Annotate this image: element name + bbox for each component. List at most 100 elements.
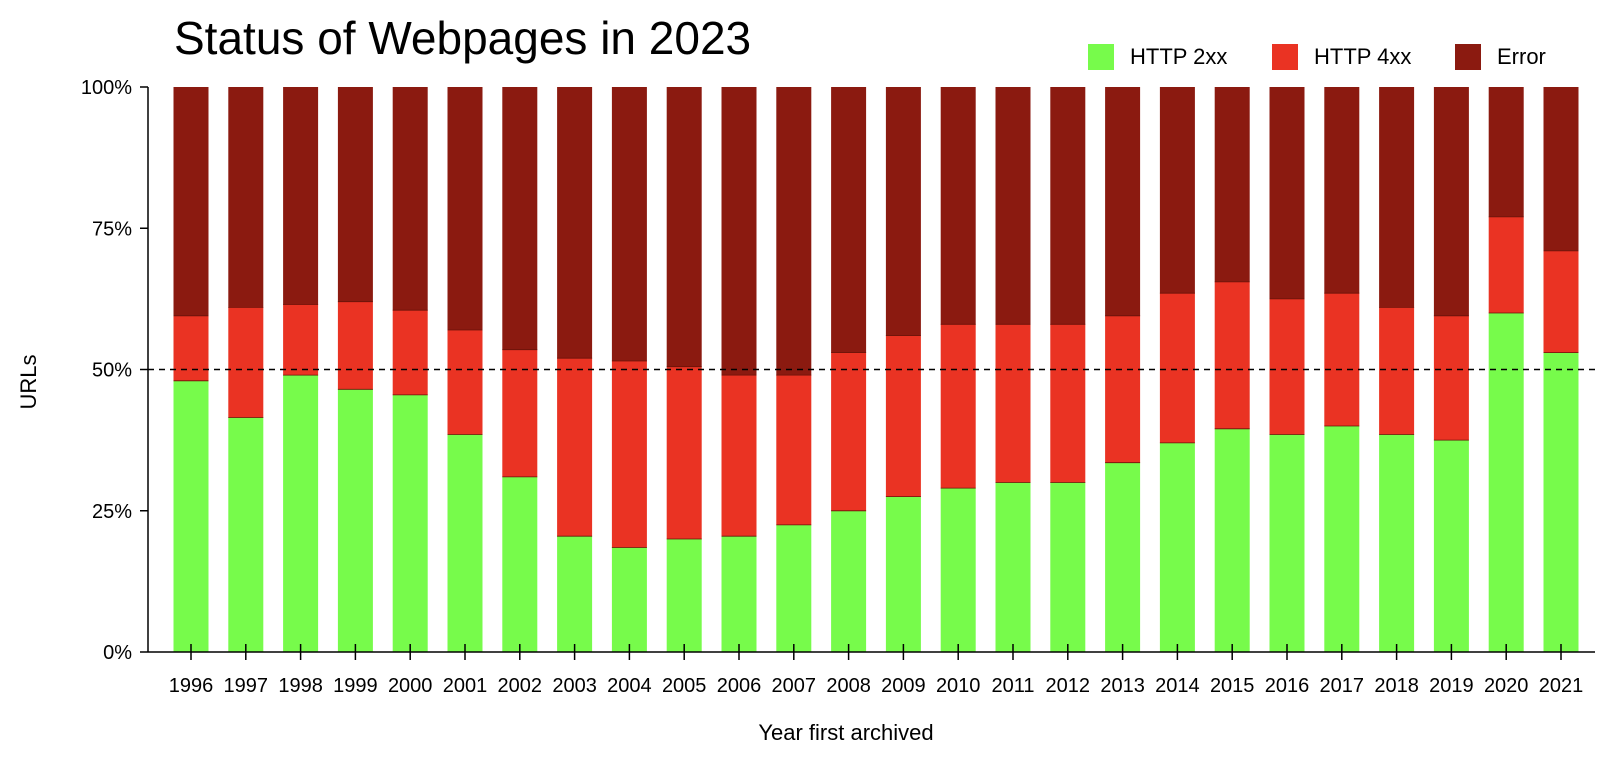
bar-http-4xx-2011 — [995, 324, 1031, 483]
bar-http-2xx-2017 — [1324, 426, 1360, 652]
bar-http-4xx-1998 — [283, 304, 319, 376]
x-tick-label-2000: 2000 — [388, 675, 433, 697]
x-tick-label-2016: 2016 — [1265, 675, 1310, 697]
bar-http-2xx-1996 — [173, 380, 209, 652]
bar-http-2xx-2010 — [940, 488, 976, 652]
bar-error-2006 — [721, 87, 757, 376]
bar-error-2013 — [1105, 87, 1141, 316]
bar-http-4xx-2016 — [1269, 298, 1305, 435]
bar-http-4xx-2004 — [611, 361, 647, 548]
bar-http-4xx-2014 — [1159, 293, 1195, 443]
bar-error-2017 — [1324, 87, 1360, 294]
x-tick-label-2017: 2017 — [1320, 675, 1365, 697]
x-tick-label-2002: 2002 — [498, 675, 543, 697]
bar-http-4xx-2012 — [1050, 324, 1086, 483]
x-tick-label-2001: 2001 — [443, 675, 488, 697]
bar-error-2021 — [1543, 87, 1579, 251]
x-tick-label-2004: 2004 — [607, 675, 652, 697]
x-ticks: 1996 1997 1998 1999 2000 2001 2002 2003 2004 2005… — [169, 644, 1583, 697]
x-tick-label-2006: 2006 — [717, 675, 762, 697]
bar-http-4xx-2003 — [557, 358, 593, 537]
x-tick-label-1997: 1997 — [224, 675, 269, 697]
bar-http-2xx-2007 — [776, 524, 812, 652]
bar-http-4xx-2001 — [447, 330, 483, 435]
bar-http-4xx-2002 — [502, 349, 538, 477]
bar-http-4xx-2009 — [885, 335, 921, 497]
x-tick-label-2009: 2009 — [881, 675, 926, 697]
bar-http-2xx-2011 — [995, 482, 1031, 652]
x-tick-label-2005: 2005 — [662, 675, 707, 697]
y-tick-label: 50% — [92, 360, 132, 382]
y-ticks: 0% 25% 50% 75% 100% — [81, 77, 148, 664]
bar-error-2014 — [1159, 87, 1195, 294]
legend-label-http-4xx: HTTP 4xx — [1314, 44, 1411, 69]
bar-error-2011 — [995, 87, 1031, 325]
x-tick-label-1999: 1999 — [333, 675, 378, 697]
y-tick-label: 0% — [103, 642, 132, 664]
legend-swatch-error — [1455, 44, 1481, 70]
bar-http-2xx-2020 — [1488, 313, 1524, 652]
bar-error-2004 — [611, 87, 647, 361]
x-tick-label-2012: 2012 — [1046, 675, 1091, 697]
bar-http-2xx-2015 — [1214, 428, 1250, 652]
bar-error-2003 — [557, 87, 593, 359]
bar-http-2xx-2014 — [1159, 442, 1195, 652]
bar-error-2020 — [1488, 87, 1524, 217]
x-tick-label-2018: 2018 — [1374, 675, 1419, 697]
bar-error-2001 — [447, 87, 483, 330]
bar-error-2015 — [1214, 87, 1250, 282]
legend-swatch-http-4xx — [1272, 44, 1298, 70]
x-tick-label-2008: 2008 — [826, 675, 871, 697]
bar-http-2xx-1999 — [337, 389, 373, 652]
bar-http-4xx-2015 — [1214, 281, 1250, 429]
bar-error-2008 — [831, 87, 867, 353]
bar-error-2005 — [666, 87, 702, 367]
bars-group — [173, 87, 1579, 653]
bar-http-2xx-1997 — [228, 417, 264, 652]
bar-http-2xx-2000 — [392, 394, 428, 652]
x-tick-label-2003: 2003 — [552, 675, 597, 697]
bar-error-1996 — [173, 87, 209, 316]
bar-http-4xx-1996 — [173, 315, 209, 381]
legend-swatch-http-2xx — [1088, 44, 1114, 70]
x-tick-label-2010: 2010 — [936, 675, 981, 697]
bar-http-4xx-2007 — [776, 375, 812, 525]
bar-http-4xx-1997 — [228, 307, 264, 418]
y-axis-title: URLs — [16, 354, 41, 409]
bar-error-2018 — [1379, 87, 1415, 308]
bar-http-2xx-2006 — [721, 536, 757, 652]
bar-http-4xx-2008 — [831, 352, 867, 511]
bar-error-2007 — [776, 87, 812, 376]
bar-error-2012 — [1050, 87, 1086, 325]
bar-error-2019 — [1433, 87, 1469, 316]
x-tick-label-2020: 2020 — [1484, 675, 1529, 697]
x-tick-label-2014: 2014 — [1155, 675, 1200, 697]
bar-error-2000 — [392, 87, 428, 311]
bar-http-4xx-2000 — [392, 310, 428, 395]
bar-http-4xx-2013 — [1105, 315, 1141, 463]
bar-error-1997 — [228, 87, 264, 308]
x-tick-label-2011: 2011 — [991, 675, 1034, 697]
bar-error-2009 — [885, 87, 921, 336]
bar-http-4xx-2019 — [1433, 315, 1469, 441]
y-tick-label: 75% — [92, 218, 132, 240]
bar-http-2xx-2009 — [885, 496, 921, 652]
bar-http-2xx-2012 — [1050, 482, 1086, 652]
bar-http-4xx-2020 — [1488, 216, 1524, 313]
x-tick-label-1998: 1998 — [278, 675, 323, 697]
bar-http-4xx-2005 — [666, 366, 702, 539]
x-tick-label-2013: 2013 — [1100, 675, 1145, 697]
bar-http-4xx-2010 — [940, 324, 976, 489]
x-axis-title: Year first archived — [758, 720, 933, 745]
bar-http-2xx-2008 — [831, 510, 867, 653]
bar-http-2xx-2016 — [1269, 434, 1305, 652]
x-tick-label-1996: 1996 — [169, 675, 214, 697]
bar-http-2xx-2018 — [1379, 434, 1415, 652]
bar-http-4xx-2021 — [1543, 250, 1579, 353]
bar-error-1999 — [337, 87, 373, 302]
legend-label-http-2xx: HTTP 2xx — [1130, 44, 1227, 69]
chart-title: Status of Webpages in 2023 — [174, 12, 751, 64]
x-tick-label-2019: 2019 — [1429, 675, 1474, 697]
bar-http-2xx-2005 — [666, 539, 702, 652]
